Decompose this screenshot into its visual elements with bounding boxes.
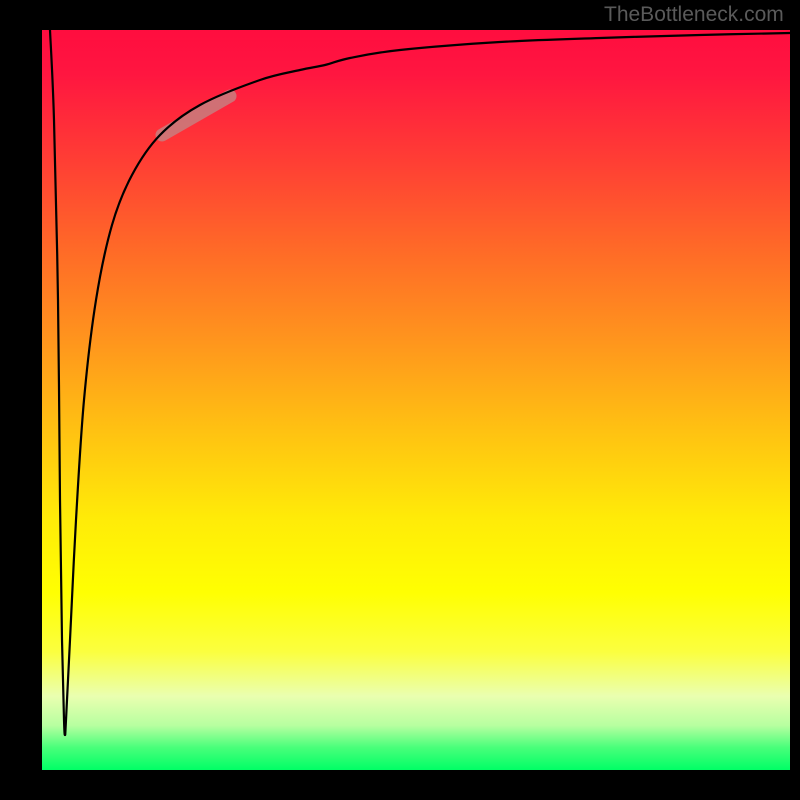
chart-frame: TheBottleneck.com: [0, 0, 800, 800]
highlight-segment: [162, 96, 230, 135]
chart-svg: [0, 0, 800, 800]
attribution-text: TheBottleneck.com: [604, 3, 784, 27]
